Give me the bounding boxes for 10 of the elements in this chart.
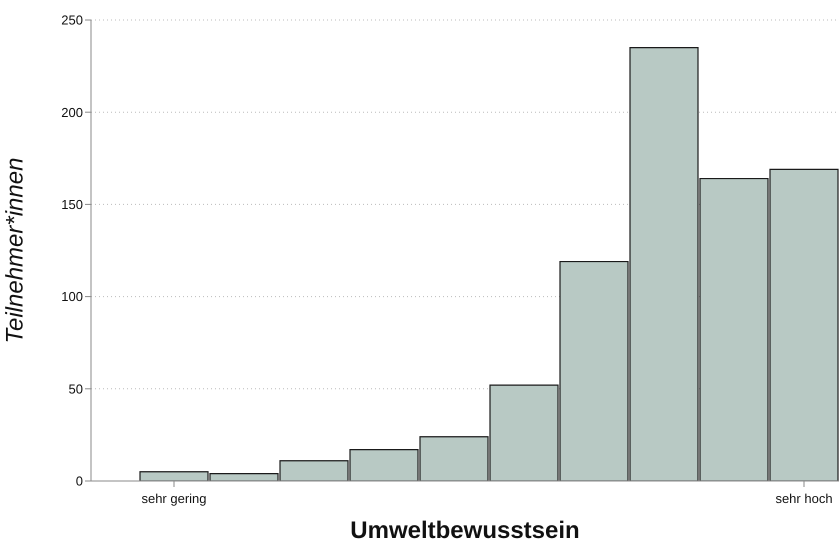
x-tick-label: sehr gering	[141, 491, 207, 506]
y-tick-label: 200	[61, 104, 83, 120]
x-tick-label: sehr hoch	[775, 491, 833, 506]
y-tick-label: 250	[61, 12, 83, 28]
x-axis-title: Umweltbewusstsein	[350, 517, 580, 542]
y-tick-label: 50	[68, 381, 83, 396]
y-tick-label: 100	[61, 289, 83, 304]
y-axis-title: Teilnehmer*innen	[2, 158, 29, 344]
y-tick-label: 150	[61, 197, 83, 212]
y-tick-label: 0	[76, 474, 83, 489]
